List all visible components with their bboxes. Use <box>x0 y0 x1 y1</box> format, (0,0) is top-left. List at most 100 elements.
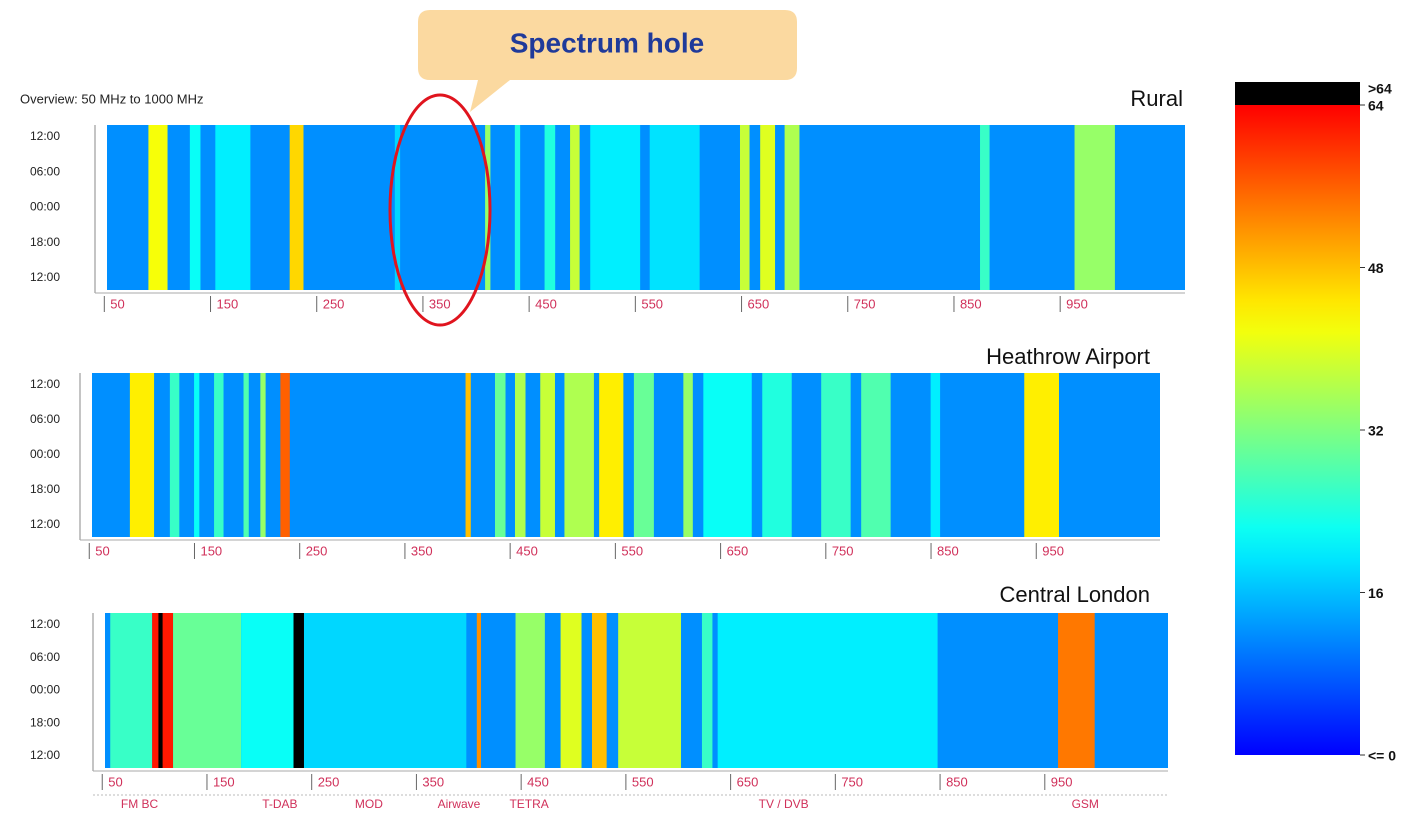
x-tick-label: 850 <box>960 296 982 311</box>
colorbar-tick-label: 16 <box>1368 585 1384 601</box>
x-tick-label: 950 <box>1042 543 1064 558</box>
occupancy-band <box>476 613 481 768</box>
occupancy-band <box>189 125 201 290</box>
x-tick-label: 350 <box>422 774 444 789</box>
panel-title: Heathrow Airport <box>986 344 1150 369</box>
x-tick-label: 650 <box>727 543 749 558</box>
occupancy-band <box>821 373 851 537</box>
occupancy-band <box>289 125 304 290</box>
occupancy-band <box>148 125 168 290</box>
occupancy-band <box>303 613 467 768</box>
y-tick-label: 12:00 <box>30 617 60 631</box>
x-tick-label: 650 <box>748 296 770 311</box>
y-tick-label: 06:00 <box>30 412 60 426</box>
panel-title: Rural <box>1130 86 1183 111</box>
occupancy-band <box>494 373 506 537</box>
y-tick-label: 06:00 <box>30 650 60 664</box>
occupancy-band <box>129 373 155 537</box>
occupancy-band <box>683 373 693 537</box>
colorbar-tick-label: 32 <box>1368 423 1384 439</box>
x-tick-label: 850 <box>937 543 959 558</box>
occupancy-band <box>762 373 792 537</box>
occupancy-band <box>861 373 891 537</box>
occupancy-band <box>214 373 224 537</box>
occupancy-band <box>540 373 555 537</box>
x-tick-label: 250 <box>318 774 340 789</box>
y-tick-label: 00:00 <box>30 200 60 214</box>
colorbar <box>1235 105 1360 755</box>
occupancy-band <box>591 613 607 768</box>
occupancy-band <box>760 125 776 290</box>
occupancy-band <box>158 613 163 768</box>
occupancy-band <box>618 613 682 768</box>
occupancy-band <box>169 373 180 537</box>
service-label: MOD <box>355 797 383 811</box>
panel-title: Central London <box>1000 582 1150 607</box>
occupancy-band <box>1024 373 1059 537</box>
y-tick-label: 18:00 <box>30 482 60 496</box>
occupancy-band <box>110 613 153 768</box>
x-tick-label: 50 <box>95 543 109 558</box>
occupancy-band <box>599 373 624 537</box>
occupancy-band <box>394 125 401 290</box>
x-tick-label: 50 <box>108 774 122 789</box>
x-tick-label: 150 <box>217 296 239 311</box>
x-tick-label: 950 <box>1066 296 1088 311</box>
x-tick-label: 350 <box>429 296 451 311</box>
occupancy-band <box>717 613 938 768</box>
x-tick-label: 150 <box>213 774 235 789</box>
occupancy-band <box>590 125 641 290</box>
y-tick-label: 12:00 <box>30 517 60 531</box>
x-tick-label: 450 <box>535 296 557 311</box>
service-label: TETRA <box>509 797 548 811</box>
y-tick-label: 12:00 <box>30 129 60 143</box>
service-label: Airwave <box>438 797 481 811</box>
occupancy-band <box>215 125 251 290</box>
x-tick-label: 350 <box>411 543 433 558</box>
occupancy-band <box>515 613 545 768</box>
x-tick-label: 750 <box>832 543 854 558</box>
x-tick-label: 750 <box>854 296 876 311</box>
occupancy-band <box>564 373 594 537</box>
y-tick-label: 18:00 <box>30 715 60 729</box>
y-tick-label: 00:00 <box>30 683 60 697</box>
x-tick-label: 550 <box>621 543 643 558</box>
occupancy-band <box>465 373 471 537</box>
x-tick-label: 150 <box>200 543 222 558</box>
occupancy-band <box>703 373 752 537</box>
occupancy-band <box>173 613 242 768</box>
colorbar-tick-label: 64 <box>1368 98 1384 114</box>
x-tick-label: 250 <box>306 543 328 558</box>
colorbar-over <box>1235 82 1360 105</box>
occupancy-band <box>194 373 200 537</box>
occupancy-band <box>739 125 750 290</box>
heatmap-background <box>107 125 1185 290</box>
y-tick-label: 12:00 <box>30 377 60 391</box>
occupancy-band <box>1058 613 1095 768</box>
y-tick-label: 00:00 <box>30 447 60 461</box>
x-tick-label: 50 <box>110 296 124 311</box>
occupancy-band <box>514 373 526 537</box>
x-tick-label: 650 <box>737 774 759 789</box>
occupancy-band <box>241 613 294 768</box>
occupancy-band <box>633 373 654 537</box>
y-tick-label: 12:00 <box>30 270 60 284</box>
occupancy-band <box>560 613 582 768</box>
occupancy-band <box>570 125 580 290</box>
occupancy-band <box>930 373 941 537</box>
occupancy-band <box>514 125 521 290</box>
x-tick-label: 750 <box>841 774 863 789</box>
occupancy-band <box>280 373 290 537</box>
occupancy-band <box>1074 125 1115 290</box>
occupancy-band <box>701 613 713 768</box>
x-tick-label: 550 <box>641 296 663 311</box>
occupancy-band <box>260 373 266 537</box>
spectrum-hole-marker <box>388 93 492 327</box>
occupancy-band <box>485 125 491 290</box>
x-tick-label: 250 <box>323 296 345 311</box>
occupancy-band <box>980 125 990 290</box>
service-label: T-DAB <box>262 797 297 811</box>
occupancy-band <box>784 125 800 290</box>
callout-text: Spectrum hole <box>510 27 704 58</box>
